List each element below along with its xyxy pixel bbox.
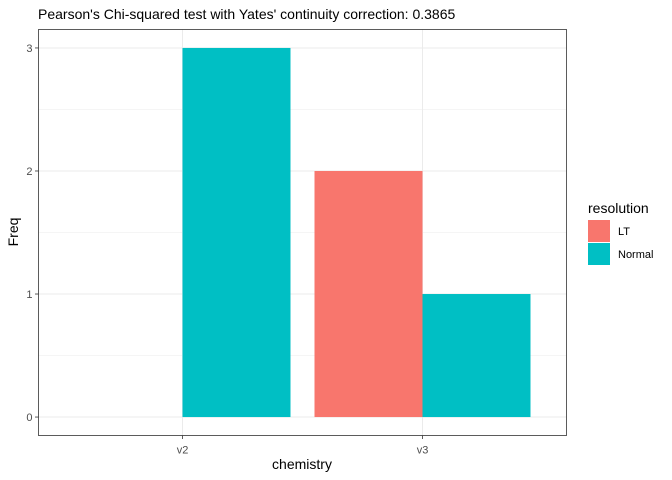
bars bbox=[182, 47, 531, 418]
legend-title: resolution bbox=[588, 200, 649, 216]
legend-label-normal: Normal bbox=[618, 249, 653, 261]
y-axis: 0 1 2 3 bbox=[26, 43, 39, 424]
y-tick-label: 1 bbox=[26, 289, 32, 301]
bar-normal-v3 bbox=[422, 294, 531, 418]
legend-label-lt: LT bbox=[618, 226, 630, 238]
y-tick-label: 0 bbox=[26, 412, 32, 424]
plot-border bbox=[38, 29, 567, 436]
y-tick-label: 3 bbox=[26, 43, 32, 55]
x-axis-label: chemistry bbox=[272, 456, 332, 472]
legend-key-lt bbox=[588, 220, 610, 242]
legend: resolution LT Normal bbox=[588, 200, 653, 265]
legend-key-normal bbox=[588, 243, 610, 265]
y-tick-label: 2 bbox=[26, 166, 32, 178]
bar-normal-v2 bbox=[182, 47, 291, 418]
chart-title: Pearson's Chi-squared test with Yates' c… bbox=[38, 6, 455, 22]
y-axis-label: Freq bbox=[5, 218, 21, 247]
x-tick-label: v2 bbox=[177, 445, 189, 457]
x-tick-label: v3 bbox=[417, 445, 429, 457]
x-axis: v2 v3 bbox=[177, 435, 429, 457]
bar-lt-v3 bbox=[314, 170, 423, 418]
